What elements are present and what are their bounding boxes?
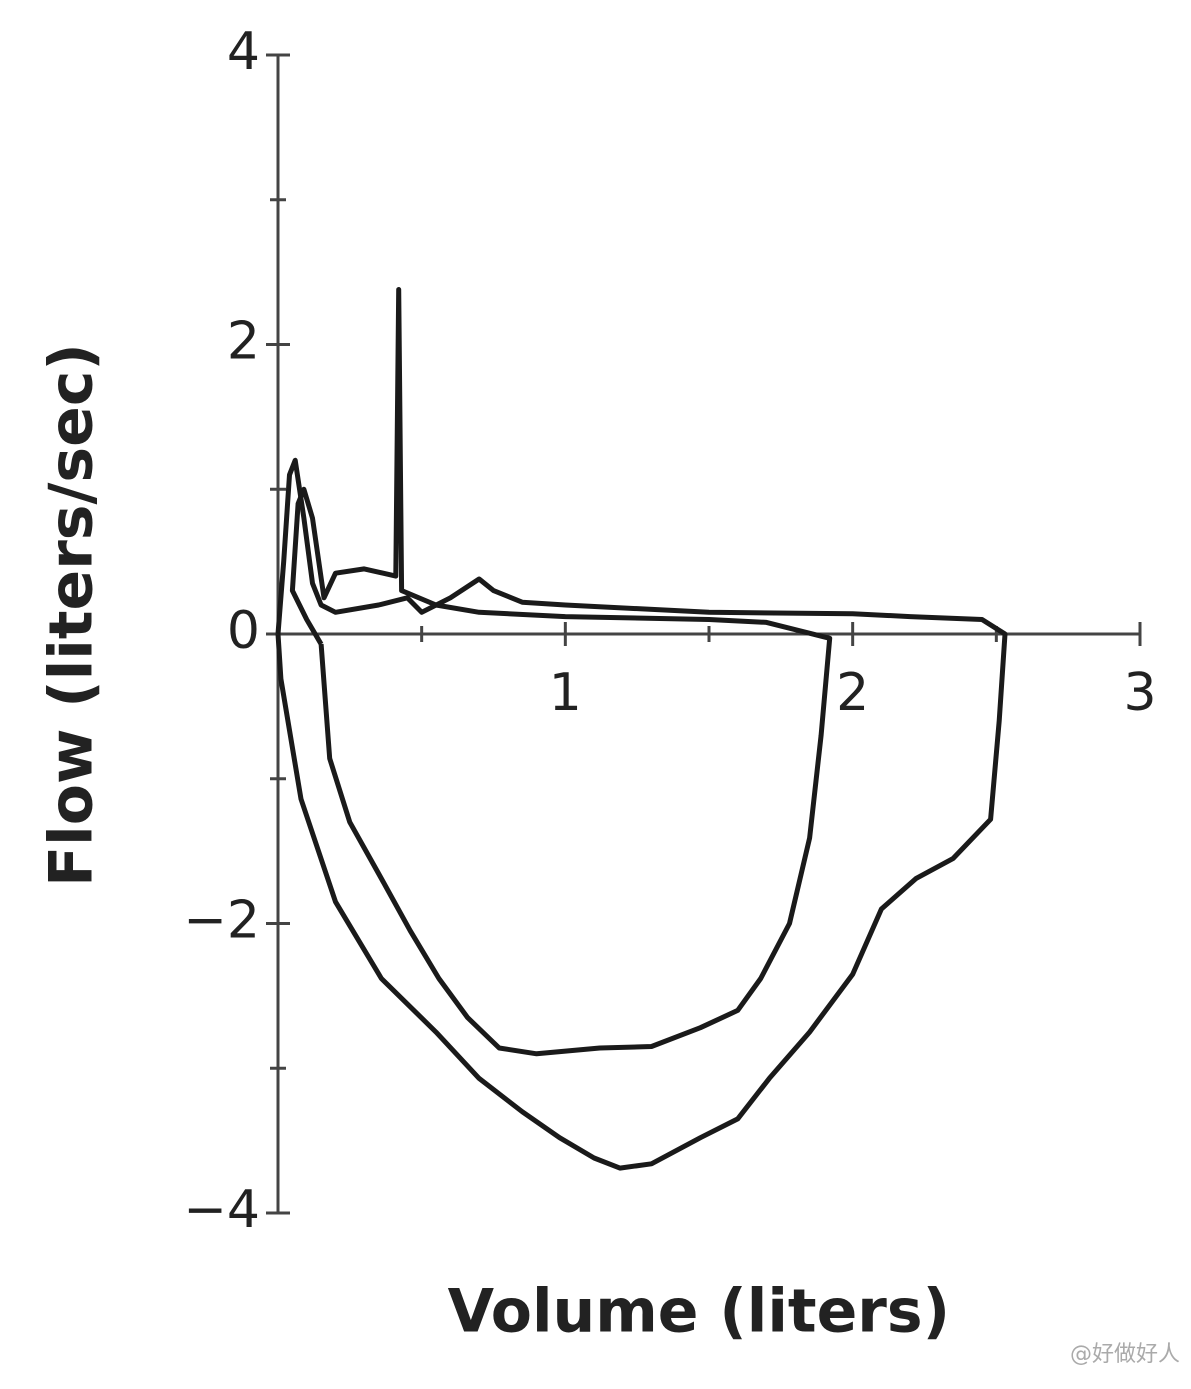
y-tick-label: −2 [183,891,260,951]
y-axis-title: Flow (liters/sec) [37,343,107,887]
x-tick-label: 2 [836,663,869,723]
x-tick-label: 3 [1123,663,1156,723]
y-tick-label: 0 [227,601,260,661]
line [289,287,833,1057]
line [275,457,1008,1171]
y-tick-label: −4 [183,1180,260,1240]
y-tick-label: 2 [227,312,260,372]
y-tick-label: 4 [227,22,260,82]
x-tick-label: 1 [549,663,582,723]
x-axis-title: Volume (liters) [448,1277,950,1347]
watermark: @好做好人 [1070,1342,1180,1367]
